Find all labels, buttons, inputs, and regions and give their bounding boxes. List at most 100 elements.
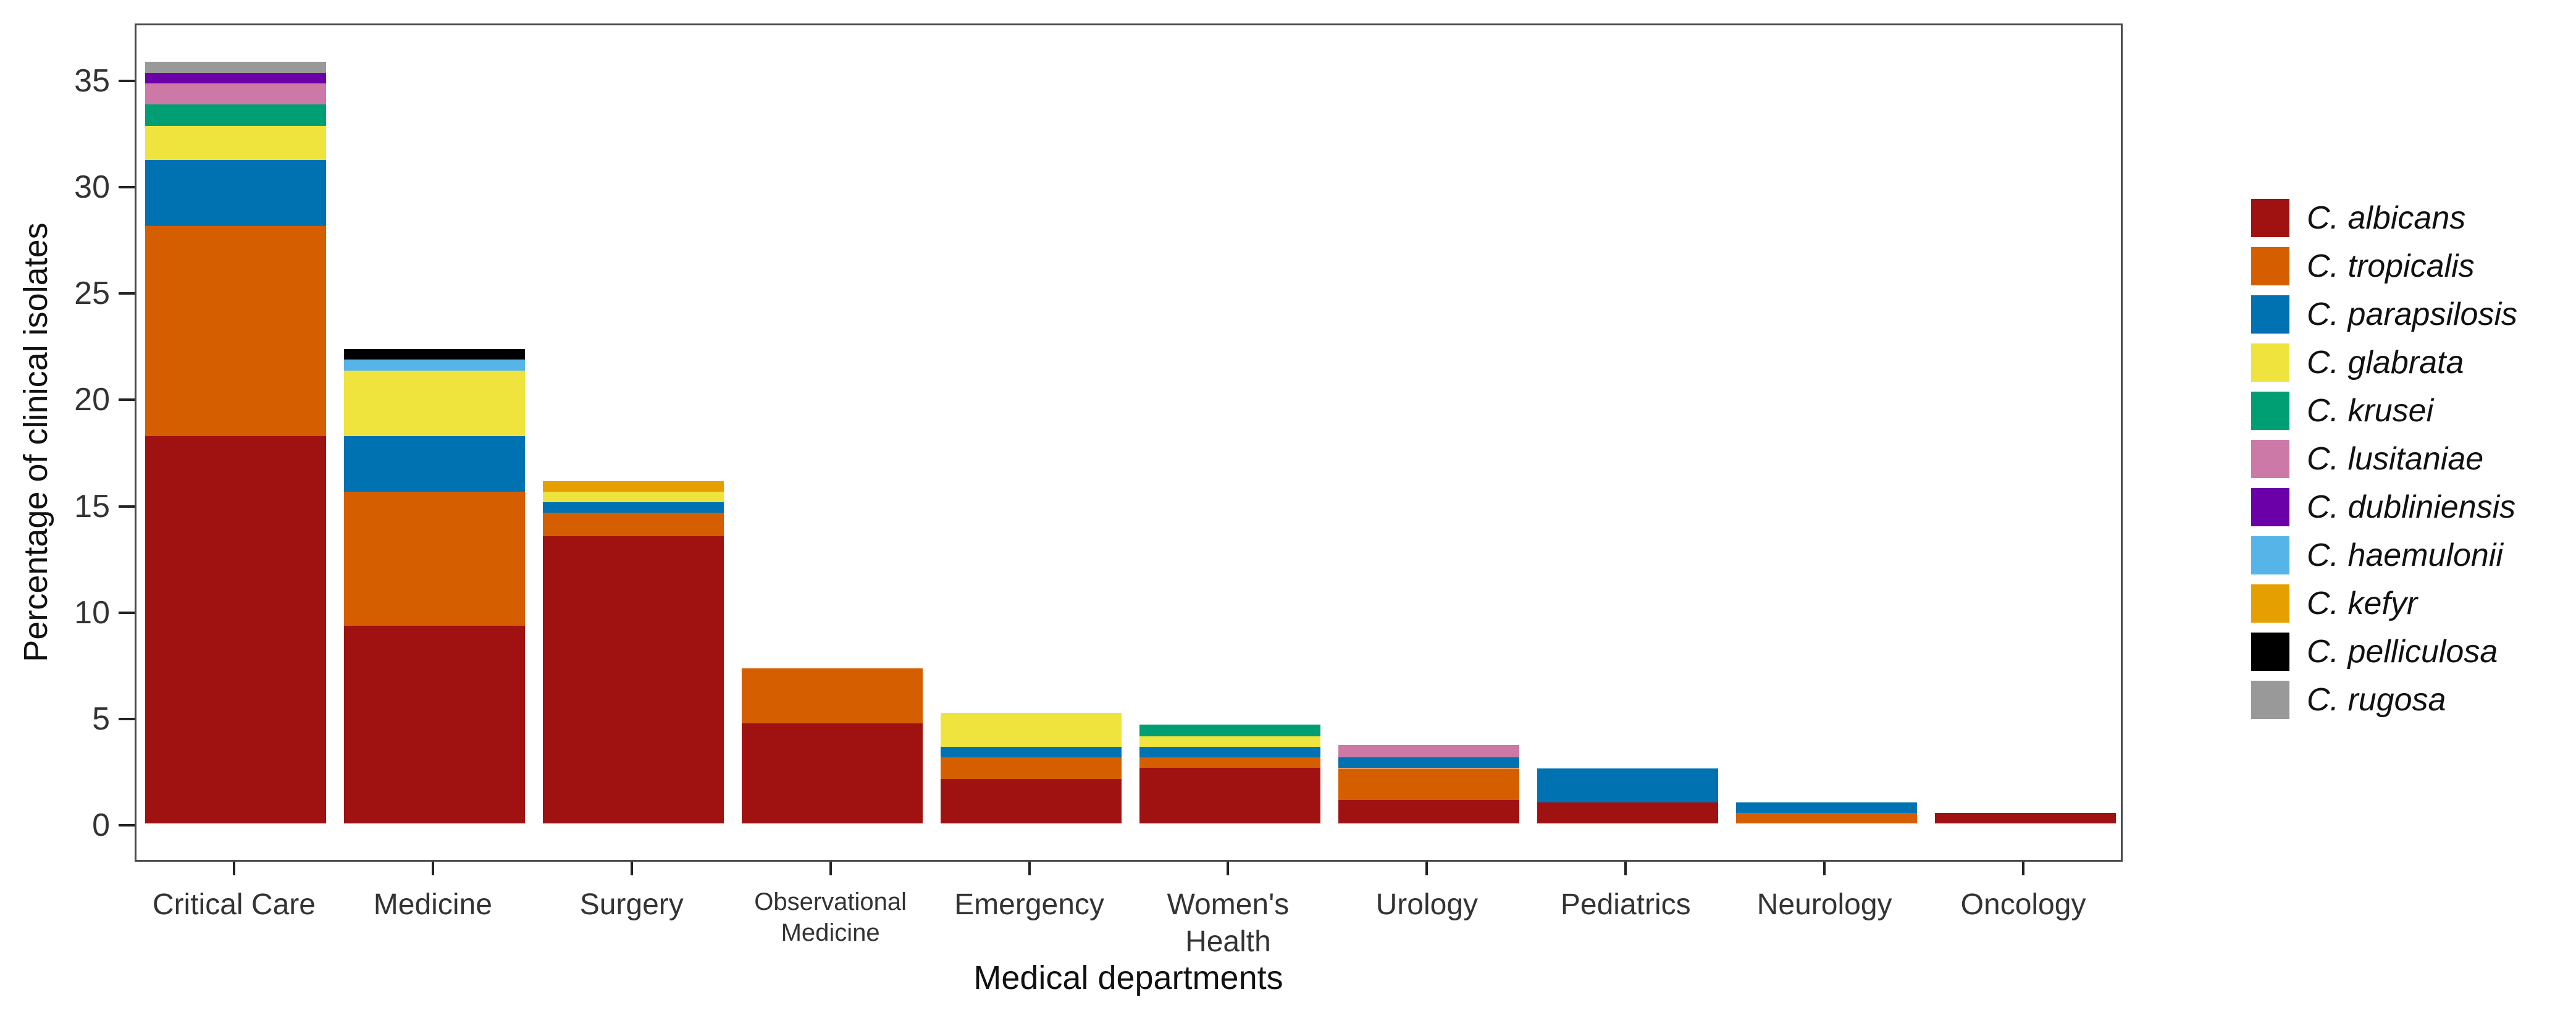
bar-segment-c-tropicalis-surgery <box>543 513 724 537</box>
legend-swatch-c-pelliculosa <box>2251 633 2289 671</box>
x-axis-title: Medical departments <box>973 959 1283 996</box>
bar-segment-c-albicans-pediatrics <box>1537 802 1718 823</box>
bar-neurology <box>1727 25 1926 860</box>
x-tick-observational-medicine <box>829 862 832 875</box>
legend-item-c-albicans: C. albicans <box>2251 199 2465 237</box>
x-tick-label-oncology: Oncology <box>1960 888 2086 921</box>
x-tick-critical-care <box>232 862 235 875</box>
bar-segment-c-albicans-emergency <box>941 778 1122 823</box>
x-tick-label-emergency: Emergency <box>954 888 1104 921</box>
x-tick-label-neurology: Neurology <box>1756 888 1892 921</box>
legend-item-c-rugosa: C. rugosa <box>2251 681 2446 719</box>
y-tick-label-5: 5 <box>92 700 110 737</box>
bar-segment-c-glabrata-critical-care <box>145 125 327 160</box>
legend-swatch-c-rugosa <box>2251 681 2289 719</box>
x-tick-label-urology: Urology <box>1375 888 1479 921</box>
legend-swatch-c-krusei <box>2251 392 2289 430</box>
legend-swatch-c-albicans <box>2251 199 2289 237</box>
bar-emergency <box>932 25 1131 860</box>
x-tick-label-pediatrics: Pediatrics <box>1560 888 1691 921</box>
legend-label-c-albicans: C. albicans <box>2307 200 2466 236</box>
legend-swatch-c-glabrata <box>2251 343 2289 382</box>
bar-segment-c-albicans-oncology <box>1934 812 2116 823</box>
legend-label-c-glabrata: C. glabrata <box>2307 345 2464 381</box>
bar-segment-c-parapsilosis-critical-care <box>145 159 327 226</box>
y-tick-label-0: 0 <box>92 807 110 843</box>
bar-segment-c-glabrata-surgery <box>543 491 724 503</box>
x-tick-surgery <box>630 862 633 875</box>
legend-item-c-lusitaniae: C. lusitaniae <box>2251 440 2483 478</box>
y-tick-label-10: 10 <box>74 594 110 631</box>
bar-observational-medicine <box>733 25 932 860</box>
legend-label-c-tropicalis: C. tropicalis <box>2307 248 2475 284</box>
bar-segment-c-lusitaniae-critical-care <box>145 83 327 105</box>
bar-segment-c-dubliniensis-critical-care <box>145 72 327 83</box>
bar-critical-care <box>136 25 335 860</box>
y-tick-10 <box>119 611 135 614</box>
x-tick-women-s-health <box>1227 862 1230 875</box>
bar-medicine <box>335 25 534 860</box>
legend-item-c-krusei: C. krusei <box>2251 392 2433 430</box>
y-tick-label-15: 15 <box>74 488 110 524</box>
legend-item-c-pelliculosa: C. pelliculosa <box>2251 633 2498 671</box>
x-tick-oncology <box>2022 862 2025 875</box>
bar-segment-c-kefyr-surgery <box>543 481 724 492</box>
legend-item-c-parapsilosis: C. parapsilosis <box>2251 295 2517 334</box>
bar-segment-c-parapsilosis-emergency <box>941 747 1122 758</box>
bar-oncology <box>1926 25 2125 860</box>
bar-segment-c-albicans-women-s-health <box>1139 768 1320 823</box>
x-tick-label-observational-medicine: Observational Medicine <box>754 888 907 946</box>
legend-item-c-glabrata: C. glabrata <box>2251 343 2464 382</box>
legend-label-c-parapsilosis: C. parapsilosis <box>2307 297 2518 332</box>
bar-pediatrics <box>1528 25 1727 860</box>
y-tick-25 <box>119 292 135 295</box>
bar-segment-c-albicans-urology <box>1338 800 1519 823</box>
bar-segment-c-albicans-observational-medicine <box>742 723 923 823</box>
bar-segment-c-lusitaniae-urology <box>1338 744 1519 758</box>
y-tick-label-35: 35 <box>74 62 110 99</box>
legend-label-c-dubliniensis: C. dubliniensis <box>2307 489 2516 525</box>
legend-swatch-c-dubliniensis <box>2251 488 2289 526</box>
bar-women-s-health <box>1131 25 1330 860</box>
legend-label-c-lusitaniae: C. lusitaniae <box>2307 441 2484 477</box>
x-tick-pediatrics <box>1624 862 1627 875</box>
y-tick-label-25: 25 <box>74 276 110 312</box>
legend-label-c-haemulonii: C. haemulonii <box>2307 537 2503 573</box>
y-tick-20 <box>119 398 135 402</box>
bar-segment-c-glabrata-emergency <box>941 712 1122 747</box>
x-tick-urology <box>1425 862 1429 875</box>
legend-label-c-rugosa: C. rugosa <box>2307 682 2446 718</box>
legend-swatch-c-haemulonii <box>2251 536 2289 574</box>
legend-swatch-c-parapsilosis <box>2251 295 2289 334</box>
x-tick-neurology <box>1823 862 1826 875</box>
bar-surgery <box>534 25 733 860</box>
bar-segment-c-parapsilosis-pediatrics <box>1537 768 1718 802</box>
x-tick-label-critical-care: Critical Care <box>152 888 316 921</box>
bar-segment-c-parapsilosis-urology <box>1338 757 1519 768</box>
legend-item-c-haemulonii: C. haemulonii <box>2251 536 2503 574</box>
y-tick-15 <box>119 505 135 508</box>
bar-segment-c-krusei-women-s-health <box>1139 724 1320 736</box>
legend-swatch-c-lusitaniae <box>2251 440 2289 478</box>
bar-urology <box>1329 25 1528 860</box>
bar-segment-c-parapsilosis-surgery <box>543 502 724 513</box>
legend-item-c-tropicalis: C. tropicalis <box>2251 247 2475 285</box>
bar-segment-c-parapsilosis-neurology <box>1735 802 1917 813</box>
bar-segment-c-tropicalis-neurology <box>1735 812 1917 823</box>
x-tick-label-surgery: Surgery <box>579 888 684 921</box>
legend-swatch-c-kefyr <box>2251 584 2289 623</box>
bar-segment-c-glabrata-women-s-health <box>1139 736 1320 747</box>
y-tick-label-30: 30 <box>74 169 110 206</box>
y-tick-0 <box>119 824 135 827</box>
bar-segment-c-glabrata-medicine <box>344 370 526 437</box>
bar-segment-c-tropicalis-emergency <box>941 757 1122 779</box>
bar-segment-c-rugosa-critical-care <box>145 62 327 73</box>
bar-segment-c-tropicalis-observational-medicine <box>742 668 923 724</box>
x-tick-label-women-s-health: Women's Health <box>1167 888 1290 958</box>
bar-segment-c-tropicalis-urology <box>1338 768 1519 801</box>
x-tick-label-medicine: Medicine <box>373 888 492 921</box>
bar-segment-c-tropicalis-medicine <box>344 491 526 626</box>
bar-segment-c-krusei-critical-care <box>145 104 327 126</box>
bar-segment-c-pelliculosa-medicine <box>344 349 526 360</box>
